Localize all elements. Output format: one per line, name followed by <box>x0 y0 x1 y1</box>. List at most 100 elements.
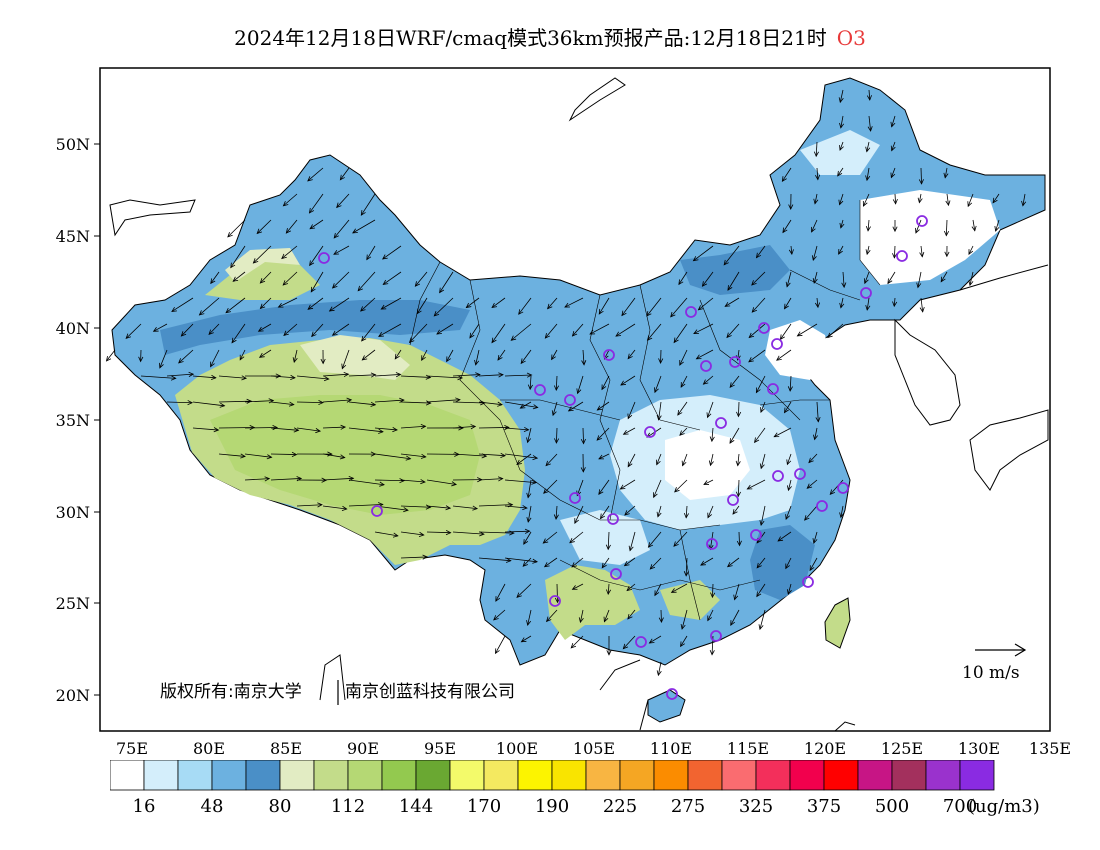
wind-arrow-head <box>598 308 604 315</box>
wind-arrow-head <box>627 461 633 468</box>
station-marker <box>371 505 383 517</box>
wind-arrow-head <box>759 520 765 526</box>
lon-label: 115E <box>727 739 769 758</box>
wind-arrow <box>685 557 688 576</box>
wind-arrow <box>629 531 636 551</box>
wind-arrow <box>478 453 506 457</box>
wind-arrow <box>866 297 870 311</box>
wind-arrow <box>784 297 792 309</box>
colorbar-swatch <box>823 760 859 791</box>
wind-arrow-head <box>601 384 607 391</box>
wind-arrow <box>756 583 766 597</box>
colorbar-label: 325 <box>739 796 773 817</box>
wind-arrow-head <box>439 287 445 294</box>
wind-arrow <box>293 349 298 363</box>
wind-arrow <box>256 219 272 234</box>
wind-arrow-head <box>268 398 275 404</box>
wind-arrow-head <box>292 357 298 364</box>
wind-arrow-head <box>553 514 559 520</box>
wind-arrow <box>789 375 792 391</box>
wind-arrow-head <box>892 226 898 233</box>
wind-arrow-head <box>343 371 350 378</box>
coast-line <box>599 659 641 691</box>
wind-arrow <box>627 349 636 359</box>
wind-arrow <box>400 453 426 458</box>
wind-arrow <box>555 505 558 520</box>
wind-arrow <box>544 557 558 567</box>
wind-arrow-head <box>336 202 342 209</box>
wind-arrow <box>322 453 345 458</box>
wind-arrow <box>698 297 714 311</box>
wind-arrow <box>322 399 352 403</box>
wind-arrow <box>322 505 347 510</box>
wind-arrow <box>607 531 610 550</box>
wind-arrow-head <box>598 454 604 460</box>
wind-arrow <box>253 245 272 264</box>
wind-arrow <box>582 349 585 365</box>
wind-arrow-head <box>700 560 706 566</box>
wind-arrow-head <box>1021 200 1027 207</box>
wind-arrow <box>529 375 532 390</box>
wind-arrow-head <box>105 355 112 362</box>
wind-arrow <box>208 323 220 335</box>
wind-arrow <box>887 271 896 284</box>
wind-arrow <box>244 400 274 403</box>
wind-arrow <box>842 271 845 288</box>
wind-arrow-head <box>327 451 333 457</box>
wind-arrow-head <box>788 204 794 210</box>
wind-arrow <box>166 401 193 404</box>
wind-arrow-head <box>606 589 612 596</box>
wind-arrow-head <box>917 197 923 204</box>
wind-arrow <box>815 141 818 157</box>
colorbar-swatch <box>755 760 791 791</box>
wind-arrow-head <box>497 354 503 361</box>
wind-arrow <box>917 271 922 288</box>
wind-arrow <box>199 297 220 316</box>
wind-arrow <box>623 635 636 649</box>
wind-arrow <box>648 531 662 548</box>
wind-arrow-head <box>702 379 709 385</box>
wind-arrow <box>333 245 350 255</box>
wind-arrow-head <box>291 451 298 458</box>
wind-arrow-head <box>474 359 480 366</box>
wind-arrow-head <box>455 397 461 403</box>
wind-arrow <box>520 349 532 364</box>
wind-arrow <box>374 399 404 403</box>
wind-arrow <box>785 557 792 569</box>
wind-arrow-head <box>580 467 586 473</box>
wind-arrow <box>416 297 428 314</box>
wind-arrow <box>310 271 324 293</box>
wind-arrow <box>646 427 662 438</box>
wind-arrow-head <box>256 228 263 235</box>
wind-arrow <box>703 375 714 385</box>
wind-arrow-head <box>315 428 322 434</box>
wind-arrow <box>729 427 740 444</box>
wind-arrow-head <box>680 623 686 630</box>
wind-arrow <box>760 401 766 413</box>
wind-arrow-head <box>600 513 606 520</box>
wind-arrow <box>598 297 610 315</box>
station-marker <box>916 215 928 227</box>
wind-arrow <box>159 349 168 368</box>
wind-arrow-head <box>360 210 366 216</box>
wind-arrow <box>426 505 451 509</box>
wind-arrow-head <box>519 403 526 409</box>
wind-arrow <box>270 401 294 406</box>
wind-arrow-head <box>491 302 498 309</box>
wind-arrow <box>968 245 974 255</box>
wind-arrow-head <box>796 331 803 337</box>
wind-arrow <box>946 193 949 206</box>
wind-arrow <box>527 479 532 498</box>
wind-arrow-head <box>892 198 898 205</box>
wind-arrow <box>400 556 428 559</box>
wind-arrow-head <box>968 280 974 287</box>
wind-arrow-head <box>399 478 405 484</box>
station-marker <box>729 356 741 368</box>
wind-arrow-head <box>532 455 539 461</box>
wind-arrow-head <box>811 226 816 233</box>
colorbar-swatch <box>789 760 825 791</box>
wind-arrow <box>788 479 792 491</box>
wind-arrow-head <box>230 262 236 269</box>
wind-arrow <box>868 89 871 100</box>
